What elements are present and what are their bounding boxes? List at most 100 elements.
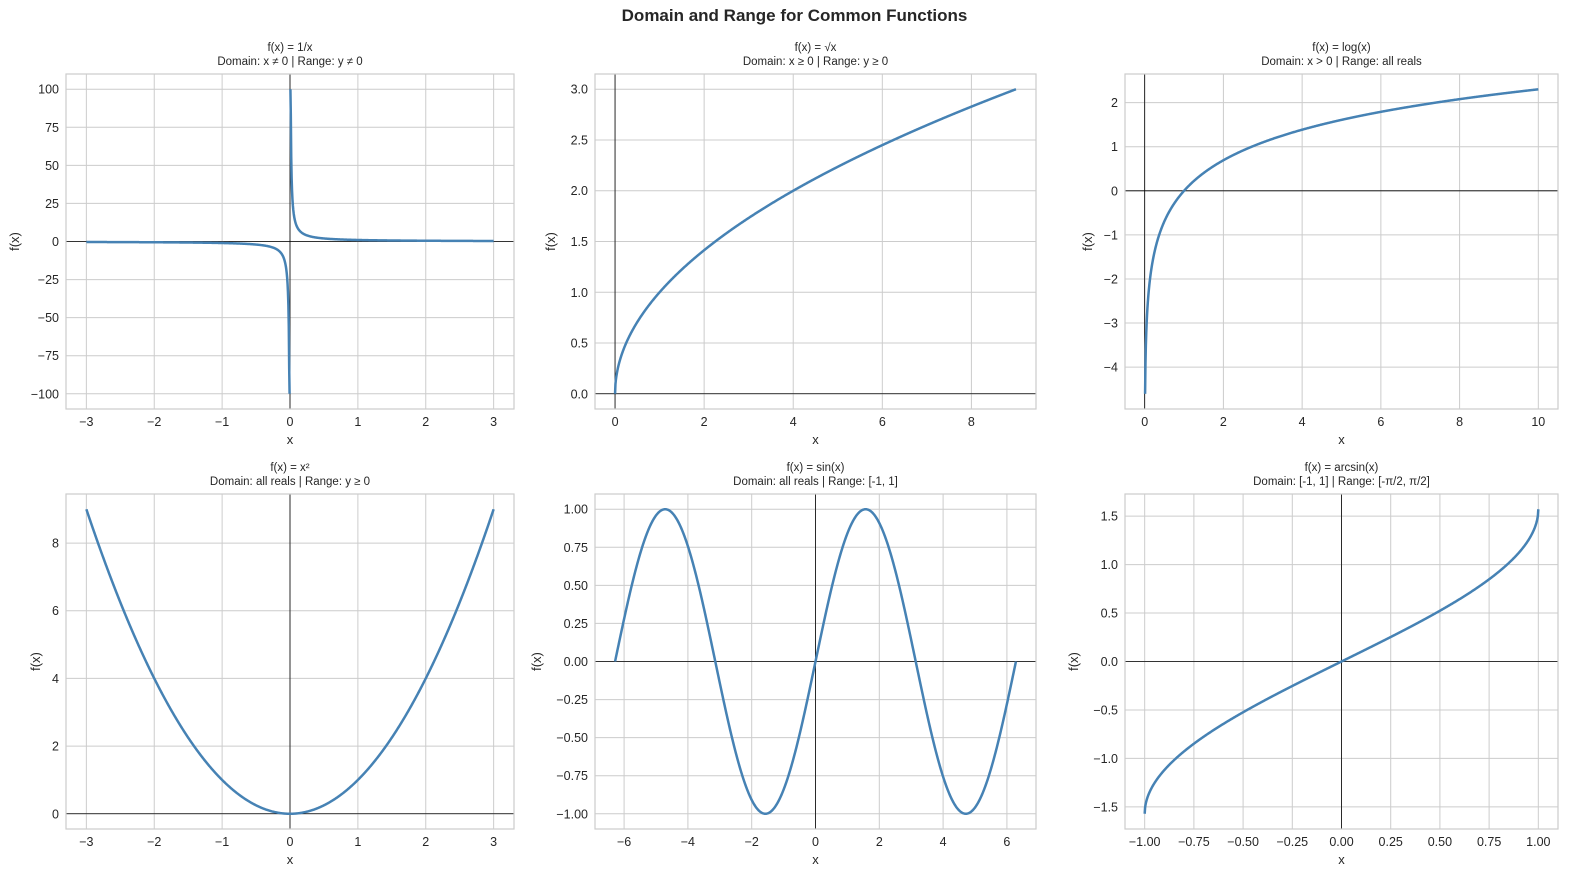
x-tick-label: 4 — [1299, 415, 1306, 429]
plot-area: −3 −2 −1 0 1 2 3 8 6 4 2 0 x f(x) — [28, 493, 515, 867]
y-tick-label: 1.00 — [564, 503, 588, 517]
x-tick-label: 1 — [354, 835, 361, 849]
subplot-title: f(x) = arcsin(x) — [1304, 462, 1379, 474]
subplot-subtitle: Domain: x ≥ 0 | Range: y ≥ 0 — [742, 56, 889, 68]
x-tick-label: 0 — [812, 835, 819, 849]
y-tick-label: 0.5 — [1101, 607, 1118, 621]
y-tick-label: −0.25 — [556, 693, 588, 707]
function-curve — [613, 88, 1017, 394]
subplot-subtitle: Domain: all reals | Range: y ≥ 0 — [209, 476, 371, 488]
x-tick-label: −4 — [681, 835, 695, 849]
x-tick-label: 2 — [1220, 415, 1227, 429]
y-tick-label: −1 — [1104, 228, 1118, 242]
y-tick-label: 0 — [52, 807, 59, 821]
x-tick-label: −0.50 — [1227, 835, 1259, 849]
x-tick-label: 2 — [422, 835, 429, 849]
subplot-subtitle: Domain: [-1, 1] | Range: [-π/2, π/2] — [1253, 476, 1430, 488]
y-tick-label: −2 — [1104, 272, 1118, 286]
x-tick-label: 4 — [790, 415, 797, 429]
y-tick-label: 1.0 — [571, 286, 588, 300]
x-tick-label: −3 — [79, 415, 93, 429]
x-tick-label: 0.25 — [1379, 835, 1403, 849]
function-curve — [86, 89, 494, 394]
y-tick-label: 0.75 — [564, 541, 588, 555]
x-tick-label: 8 — [968, 415, 975, 429]
y-tick-label: 1.5 — [1101, 510, 1118, 524]
subplot-title: f(x) = x² — [270, 462, 310, 474]
y-axis-label: f(x) — [1080, 232, 1095, 251]
figure-title: Domain and Range for Common Functions — [621, 6, 968, 25]
subplot-subtitle: Domain: x > 0 | Range: all reals — [1261, 56, 1422, 68]
y-tick-label: 100 — [38, 83, 59, 97]
y-tick-label: 25 — [45, 197, 59, 211]
y-tick-label: 0 — [1111, 184, 1118, 198]
x-tick-label: 0.00 — [1329, 835, 1353, 849]
plot-area: 0 2 4 6 8 3.0 2.5 2.0 1.5 1.0 0.5 0.0 x f(x) — [543, 73, 1037, 447]
y-tick-label: −1.00 — [556, 807, 588, 821]
y-tick-label: −0.75 — [556, 769, 588, 783]
y-axis-label: f(x) — [28, 652, 43, 671]
x-tick-label: −2 — [745, 835, 759, 849]
x-tick-label: 8 — [1456, 415, 1463, 429]
axes-frame — [1124, 493, 1559, 830]
x-tick-label: 3 — [490, 415, 497, 429]
x-tick-label: 2 — [876, 835, 883, 849]
y-tick-label: 1.5 — [571, 235, 588, 249]
plot-area: −1.00 −0.75 −0.50 −0.25 0.00 0.25 0.50 0.75 1.00… — [1066, 493, 1559, 867]
y-tick-label: 75 — [45, 121, 59, 135]
x-axis-label: x — [812, 432, 819, 447]
subplot-title: f(x) = √x — [794, 42, 837, 54]
x-tick-label: −2 — [147, 835, 161, 849]
x-tick-label: 3 — [490, 835, 497, 849]
subplot-title: f(x) = 1/x — [267, 42, 313, 54]
axes-frame — [65, 73, 515, 410]
y-tick-label: 4 — [52, 672, 59, 686]
axes-frame — [594, 493, 1037, 830]
y-tick-label: 2 — [1111, 96, 1118, 110]
y-tick-label: −4 — [1104, 361, 1118, 375]
x-tick-label: 0 — [287, 415, 294, 429]
y-axis-label: f(x) — [529, 652, 544, 671]
y-tick-label: 2 — [52, 740, 59, 754]
x-tick-label: 6 — [1003, 835, 1010, 849]
function-curve — [1143, 88, 1539, 394]
y-tick-label: 0.5 — [571, 337, 588, 351]
y-axis-label: f(x) — [543, 232, 558, 251]
y-tick-label: 0.50 — [564, 579, 588, 593]
x-tick-label: 1.00 — [1526, 835, 1550, 849]
x-tick-label: 2 — [701, 415, 708, 429]
x-tick-label: 0 — [1141, 415, 1148, 429]
plot-area: −3 −2 −1 0 1 2 3 100 75 50 25 0 −25 −50 −75 −100 x f(x) — [7, 73, 515, 447]
function-curve — [85, 508, 495, 816]
x-tick-label: 0 — [287, 835, 294, 849]
plot-area: −6 −4 −2 0 2 4 6 1.00 0.75 0.50 0.25 0.00 −0.25 −0.50… — [529, 493, 1037, 867]
x-tick-label: −3 — [79, 835, 93, 849]
x-tick-label: 6 — [1377, 415, 1384, 429]
x-axis-label: x — [1338, 852, 1345, 867]
y-tick-label: 0.0 — [1101, 655, 1118, 669]
y-tick-label: −100 — [31, 387, 59, 401]
x-tick-label: 1 — [354, 415, 361, 429]
x-tick-label: −0.75 — [1178, 835, 1210, 849]
y-tick-label: −1.0 — [1093, 752, 1118, 766]
x-tick-label: −2 — [147, 415, 161, 429]
x-tick-label: 2 — [422, 415, 429, 429]
x-tick-label: −1.00 — [1129, 835, 1161, 849]
x-tick-label: −1 — [215, 835, 229, 849]
subplot-title: f(x) = sin(x) — [786, 462, 845, 474]
y-tick-label: 0 — [52, 235, 59, 249]
subplot-title: f(x) = log(x) — [1312, 42, 1371, 54]
y-axis-label: f(x) — [1066, 652, 1081, 671]
axes-frame — [1124, 73, 1559, 410]
y-tick-label: −0.5 — [1093, 703, 1118, 717]
y-tick-label: −0.50 — [556, 731, 588, 745]
x-tick-label: 6 — [879, 415, 886, 429]
function-curve — [1143, 509, 1540, 814]
x-tick-label: 0.75 — [1477, 835, 1501, 849]
x-tick-label: −1 — [215, 415, 229, 429]
y-tick-label: 6 — [52, 604, 59, 618]
y-tick-label: 0.00 — [564, 655, 588, 669]
x-axis-label: x — [287, 432, 294, 447]
x-axis-label: x — [812, 852, 819, 867]
